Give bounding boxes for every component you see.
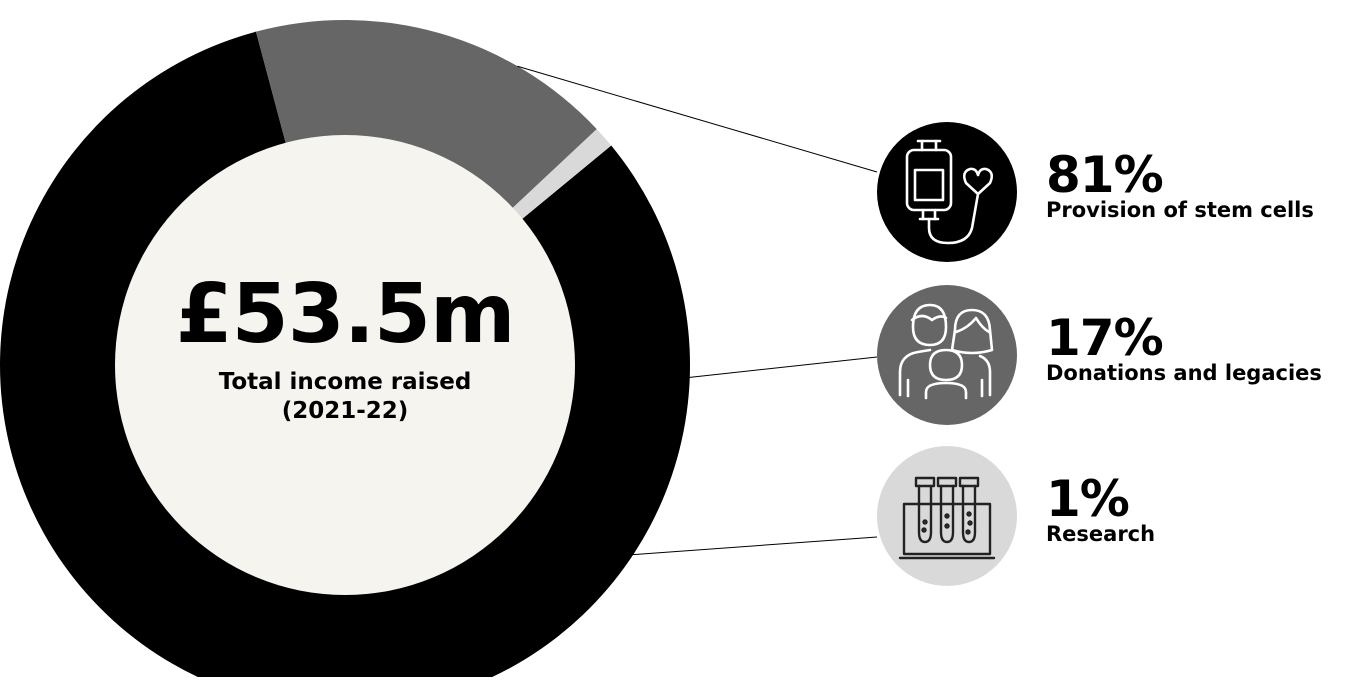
legend-item-research: 1% Research bbox=[1046, 470, 1156, 546]
center-disc bbox=[115, 135, 575, 595]
legend-label: Donations and legacies bbox=[1046, 361, 1322, 385]
legend-value: 81% bbox=[1046, 146, 1164, 204]
leader-line-research bbox=[599, 536, 878, 558]
total-income-label-line2: (2021-22) bbox=[281, 398, 409, 424]
family-icon bbox=[877, 285, 1017, 425]
slice-provision-of-stem-cells bbox=[0, 31, 690, 681]
legend-value: 1% bbox=[1046, 470, 1130, 528]
leader-line-donations-and-legacies bbox=[683, 356, 878, 379]
legend-item-donations: 17% Donations and legacies bbox=[1046, 309, 1322, 385]
legend-label: Provision of stem cells bbox=[1046, 198, 1314, 222]
leader-line-provision-of-stem-cells bbox=[517, 65, 878, 173]
total-income-value: £53.5m bbox=[175, 267, 516, 362]
blood-bag-heart-icon bbox=[877, 122, 1017, 262]
total-income-label-line1: Total income raised bbox=[218, 369, 472, 395]
legend-value: 17% bbox=[1046, 309, 1164, 367]
legend-label: Research bbox=[1046, 522, 1156, 546]
legend-item-provision: 81% Provision of stem cells bbox=[1046, 146, 1314, 222]
test-tubes-icon bbox=[877, 446, 1017, 586]
total-income-label: Total income raised (2021-22) bbox=[150, 368, 540, 426]
